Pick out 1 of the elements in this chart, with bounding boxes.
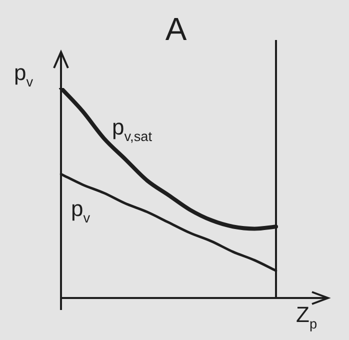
chart-title: A: [165, 11, 188, 47]
